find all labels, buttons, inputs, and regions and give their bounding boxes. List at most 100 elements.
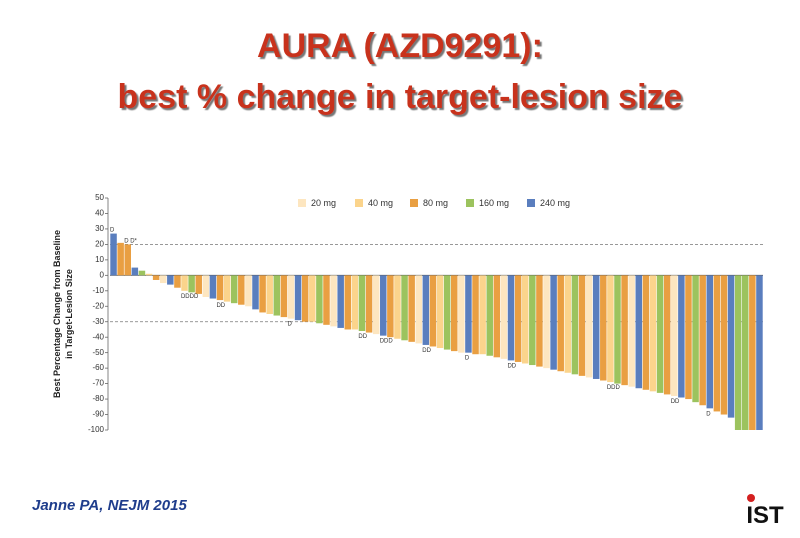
bar [337, 275, 344, 328]
bar [387, 275, 394, 338]
bar [167, 275, 174, 285]
y-axis-label: Best Percentage Change from Baseline in … [52, 230, 74, 398]
y-tick-label: -60 [92, 363, 104, 372]
y-tick-label: 40 [95, 209, 104, 218]
y-tick-label: -70 [92, 379, 104, 388]
bar [273, 275, 281, 316]
bar [585, 275, 593, 378]
bar [195, 275, 202, 294]
bar [131, 267, 139, 276]
citation: Janne PA, NEJM 2015 [32, 497, 187, 514]
bar [713, 275, 721, 412]
legend-label: 80 mg [423, 198, 448, 208]
bar [649, 275, 657, 392]
bar [138, 270, 146, 276]
bar [571, 275, 579, 375]
legend-label: 160 mg [479, 198, 509, 208]
annotation: DD [358, 334, 367, 340]
annotation: DD [671, 399, 680, 405]
y-tick-label: -40 [92, 332, 104, 341]
bar [486, 275, 493, 356]
bar [564, 275, 572, 373]
bar [181, 275, 188, 291]
bar [592, 275, 600, 379]
y-tick-label: -20 [92, 301, 104, 310]
legend-swatch [410, 199, 418, 207]
bar [749, 275, 756, 430]
y-tick-label: 50 [95, 193, 104, 202]
bar [656, 275, 664, 393]
bar [635, 275, 643, 389]
bar [678, 275, 685, 398]
bar [365, 275, 373, 333]
legend-swatch [466, 199, 474, 207]
bar [238, 275, 245, 305]
y-tick-label: -80 [92, 394, 104, 403]
y-tick-label: 30 [95, 224, 104, 233]
bar [600, 275, 607, 381]
y-tick-label: 0 [100, 270, 105, 279]
legend-label: 20 mg [311, 198, 336, 208]
bar [174, 275, 181, 288]
bar [685, 275, 692, 400]
bar [117, 242, 124, 276]
bar [500, 275, 508, 359]
annotation: DDD [380, 339, 394, 345]
bar [401, 275, 408, 341]
bar [443, 275, 451, 350]
y-tick-label: -100 [88, 425, 105, 434]
plot: 50 40 30 20 10 0 -10 -20 -30 -40 -50 -60 -70 -80 -90 -1… [88, 193, 763, 434]
bar [465, 275, 472, 353]
bar [309, 275, 316, 322]
bar [216, 275, 224, 301]
bar [252, 275, 259, 310]
bar [301, 275, 309, 322]
y-tick-label: -50 [92, 348, 104, 357]
bar [429, 275, 437, 347]
bar [628, 275, 635, 387]
bar [671, 275, 678, 396]
y-tick-label: -30 [92, 317, 104, 326]
legend-swatch [355, 199, 363, 207]
bar [692, 275, 699, 403]
bar [394, 275, 401, 339]
bar [543, 275, 550, 369]
bar [450, 275, 458, 352]
bar [614, 275, 621, 384]
bar [578, 275, 586, 376]
y-tick-label: 20 [95, 240, 104, 249]
bar [124, 244, 131, 276]
title-line: AURA (AZD9291): [257, 27, 543, 65]
bar [202, 275, 210, 297]
bar [727, 275, 735, 418]
annotation: D [287, 322, 292, 328]
logo-dot [747, 494, 755, 502]
bar [607, 275, 614, 383]
annotation: DD [422, 348, 431, 354]
bar [316, 275, 323, 324]
y-label-line: in Target-Lesion Size [64, 269, 74, 359]
bar [621, 275, 628, 386]
bar [557, 275, 564, 372]
bar [245, 275, 252, 307]
bar [507, 275, 515, 361]
logo: IST [746, 502, 784, 529]
bar [188, 275, 195, 293]
y-label-line: Best Percentage Change from Baseline [52, 230, 62, 398]
bar [521, 275, 529, 364]
bar [742, 275, 749, 430]
bar [699, 275, 706, 406]
bar [344, 275, 352, 330]
bar [642, 275, 650, 390]
annotation: DDDD [181, 294, 199, 300]
bar [323, 275, 330, 325]
bar [159, 275, 167, 284]
bar [436, 275, 444, 349]
bar [330, 275, 337, 327]
bar [259, 275, 266, 313]
annotation: DDD [607, 385, 621, 391]
y-tick-label: -90 [92, 410, 104, 419]
bar [408, 275, 415, 342]
bar [720, 275, 728, 415]
bar [706, 275, 714, 409]
